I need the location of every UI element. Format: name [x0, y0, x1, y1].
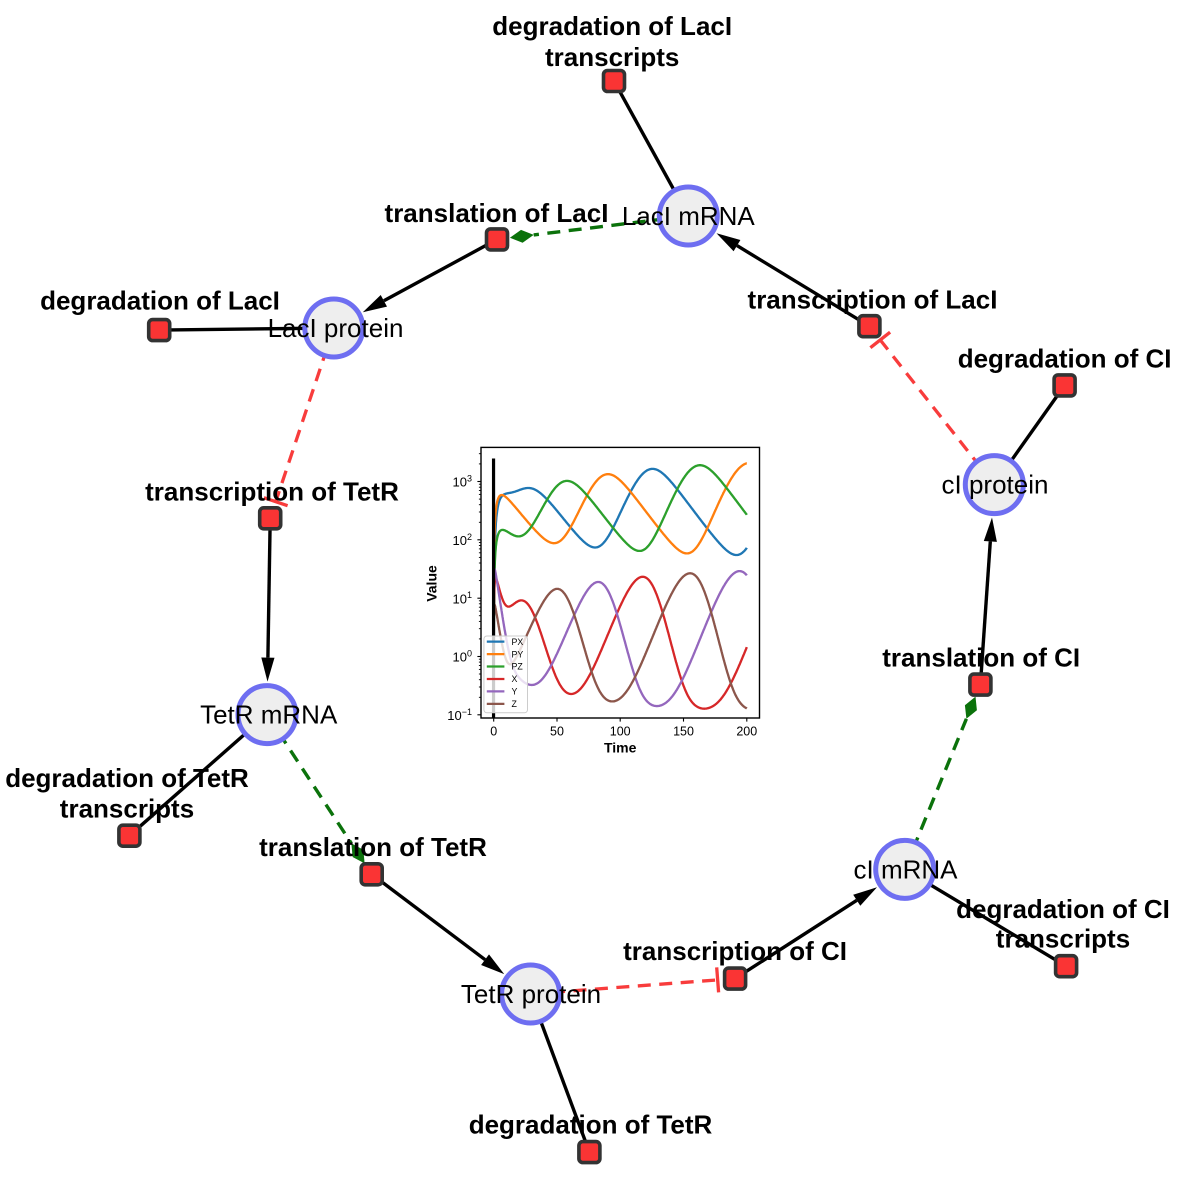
svg-text:Time: Time — [604, 740, 637, 756]
svg-text:degradation of CI: degradation of CI — [956, 894, 1170, 924]
svg-text:degradation of TetR: degradation of TetR — [5, 763, 249, 793]
svg-text:LacI protein: LacI protein — [268, 313, 404, 343]
svg-text:degradation of TetR: degradation of TetR — [469, 1110, 713, 1140]
svg-text:0: 0 — [490, 725, 497, 739]
svg-text:translation of LacI: translation of LacI — [385, 198, 609, 228]
svg-text:100: 100 — [610, 725, 631, 739]
svg-text:TetR mRNA: TetR mRNA — [200, 700, 338, 730]
svg-text:Y: Y — [512, 687, 518, 697]
svg-text:PZ: PZ — [512, 662, 524, 672]
svg-text:translation of CI: translation of CI — [882, 643, 1080, 673]
svg-text:degradation of LacI: degradation of LacI — [40, 286, 280, 316]
svg-text:PY: PY — [512, 649, 524, 659]
svg-text:transcription of CI: transcription of CI — [623, 936, 847, 966]
svg-text:X: X — [512, 674, 518, 684]
svg-text:degradation of LacI: degradation of LacI — [492, 11, 732, 41]
svg-text:translation of TetR: translation of TetR — [259, 832, 487, 862]
svg-text:cI protein: cI protein — [942, 470, 1049, 500]
svg-text:200: 200 — [736, 725, 757, 739]
svg-text:50: 50 — [550, 725, 564, 739]
svg-text:150: 150 — [673, 725, 694, 739]
svg-text:cI mRNA: cI mRNA — [854, 854, 959, 884]
svg-text:transcripts: transcripts — [545, 42, 679, 72]
svg-text:degradation of CI: degradation of CI — [958, 343, 1172, 373]
svg-text:PX: PX — [512, 637, 524, 647]
svg-text:Z: Z — [512, 699, 518, 709]
svg-text:Value: Value — [424, 565, 440, 602]
svg-text:LacI mRNA: LacI mRNA — [622, 201, 756, 231]
svg-text:transcripts: transcripts — [60, 794, 194, 824]
svg-text:TetR protein: TetR protein — [461, 979, 601, 1009]
svg-text:transcripts: transcripts — [996, 924, 1130, 954]
svg-text:transcription of LacI: transcription of LacI — [748, 284, 998, 314]
svg-text:transcription of TetR: transcription of TetR — [145, 477, 399, 507]
